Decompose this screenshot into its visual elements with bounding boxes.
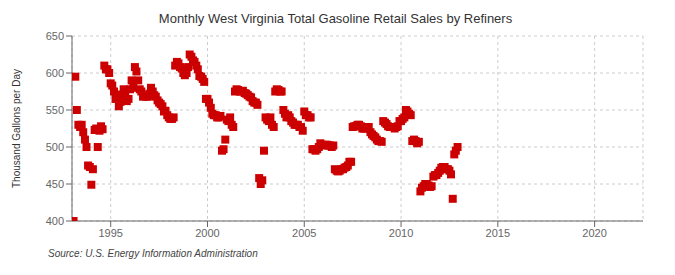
svg-text:Thousand Gallons per Day: Thousand Gallons per Day [11, 69, 22, 188]
svg-text:2000: 2000 [195, 227, 219, 239]
svg-text:500: 500 [46, 141, 64, 153]
svg-text:400: 400 [46, 215, 64, 227]
svg-text:2015: 2015 [486, 227, 510, 239]
svg-text:600: 600 [46, 67, 64, 79]
svg-text:2020: 2020 [582, 227, 606, 239]
html-text:Source: U.S. Energy Informatio: Source: U.S. Energy Information Administ… [48, 248, 258, 259]
svg-text:550: 550 [46, 104, 64, 116]
svg-text:450: 450 [46, 178, 64, 190]
svg-text:2010: 2010 [389, 227, 413, 239]
svg-text:1995: 1995 [98, 227, 122, 239]
html-text:Monthly West Virginia Total Ga: Monthly West Virginia Total Gasoline Ret… [158, 11, 513, 26]
svg-text:2005: 2005 [292, 227, 316, 239]
svg-text:650: 650 [46, 30, 64, 42]
